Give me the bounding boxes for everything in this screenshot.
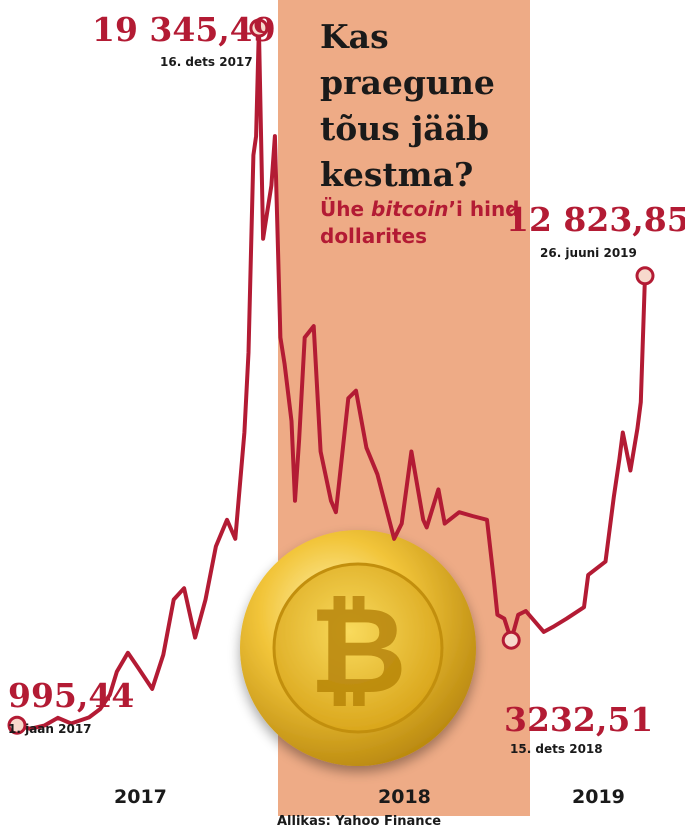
subtitle: Ühe bitcoin’i hind dollarites xyxy=(320,197,520,248)
annotation-date-start: 1. jaan 2017 xyxy=(8,722,92,736)
headline: Kas praegune tõus jääb kestma? xyxy=(320,17,495,194)
bitcoin-coin-icon: ₿ xyxy=(240,530,476,766)
marker-start xyxy=(7,715,27,735)
price-line xyxy=(15,26,647,731)
annotation-date-low: 15. dets 2018 xyxy=(510,742,603,756)
marker-end xyxy=(635,266,655,286)
year-label-2018: 2018 xyxy=(378,786,431,808)
annotation-value-start: 995,44 xyxy=(8,676,135,715)
annotation-value-end: 12 823,85 xyxy=(506,200,685,239)
marker-peak xyxy=(249,18,269,38)
annotation-value-peak: 19 345,49 xyxy=(92,10,276,49)
annotation-date-peak: 16. dets 2017 xyxy=(160,55,253,69)
year-label-2019: 2019 xyxy=(572,786,625,808)
year-label-2017: 2017 xyxy=(114,786,167,808)
annotation-date-end: 26. juuni 2019 xyxy=(540,246,637,260)
source-credit: Allikas: Yahoo Finance xyxy=(277,814,442,829)
marker-low xyxy=(501,630,521,650)
svg-text:₿: ₿ xyxy=(309,582,407,721)
annotation-value-low: 3232,51 xyxy=(504,700,654,739)
